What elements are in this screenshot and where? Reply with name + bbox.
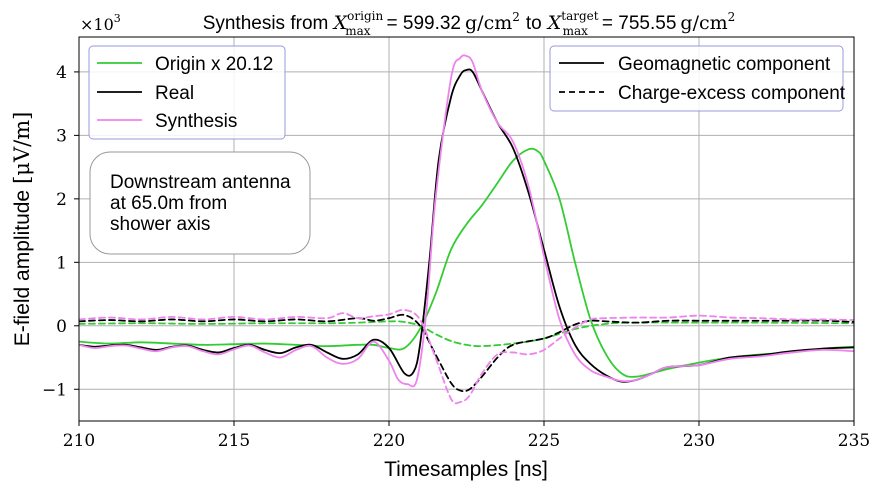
y-multiplier: ×103 (80, 12, 121, 34)
annotation-line-3: shower axis (110, 214, 210, 235)
legend-geomagnetic-label: Geomagnetic component (618, 54, 831, 75)
series-line-origin-x-20-12-charge-excess (79, 320, 854, 348)
plot-frame (78, 36, 855, 422)
series-line-synthesis-geomagnetic (79, 54, 854, 388)
series-line-synthesis-charge-excess (79, 308, 854, 405)
x-tick-label: 230 (683, 431, 715, 451)
series-line-origin-x-20-12-geomagnetic (79, 147, 854, 378)
axis-ticks: 210 215 220 225 230 235 −1 0 1 2 3 4 (42, 63, 870, 451)
y-tick-label: −1 (42, 380, 67, 400)
y-tick-label: 0 (56, 317, 67, 337)
x-tick-label: 215 (218, 431, 250, 451)
legend-real-label: Real (155, 83, 194, 104)
y-tick-label: 1 (56, 253, 67, 273)
legend-left: Origin x 20.12 Real Synthesis (88, 45, 286, 140)
title-prefix: Synthesis from (203, 13, 334, 34)
y-tick-label: 4 (56, 63, 67, 83)
legend-origin-label: Origin x 20.12 (155, 54, 273, 75)
series-group (79, 54, 854, 405)
annotation-line-1: Downstream antenna (110, 172, 291, 193)
series-line-real-charge-excess (79, 313, 854, 393)
annotation-box: Downstream antenna at 65.0m from shower … (89, 151, 311, 255)
x-tick-label: 210 (63, 431, 95, 451)
y-tick-label: 3 (56, 126, 67, 146)
x-tick-label: 225 (528, 431, 560, 451)
legend-right: Geomagnetic component Charge-excess comp… (549, 45, 846, 112)
x-axis-label: Timesamples [ns] (384, 458, 548, 481)
y-tick-label: 2 (56, 190, 67, 210)
x-tick-label: 220 (373, 431, 405, 451)
y-axis-label: E-field amplitude[μV/m] (10, 112, 34, 347)
legend-charge-excess-label: Charge-excess component (618, 83, 846, 104)
annotation-line-2: at 65.0m from (110, 193, 227, 214)
chart-title: Synthesis from Xorigin max = 599.32 g/cm2 to… (203, 9, 736, 38)
x-tick-label: 235 (838, 431, 870, 451)
legend-synthesis-label: Synthesis (155, 111, 237, 132)
